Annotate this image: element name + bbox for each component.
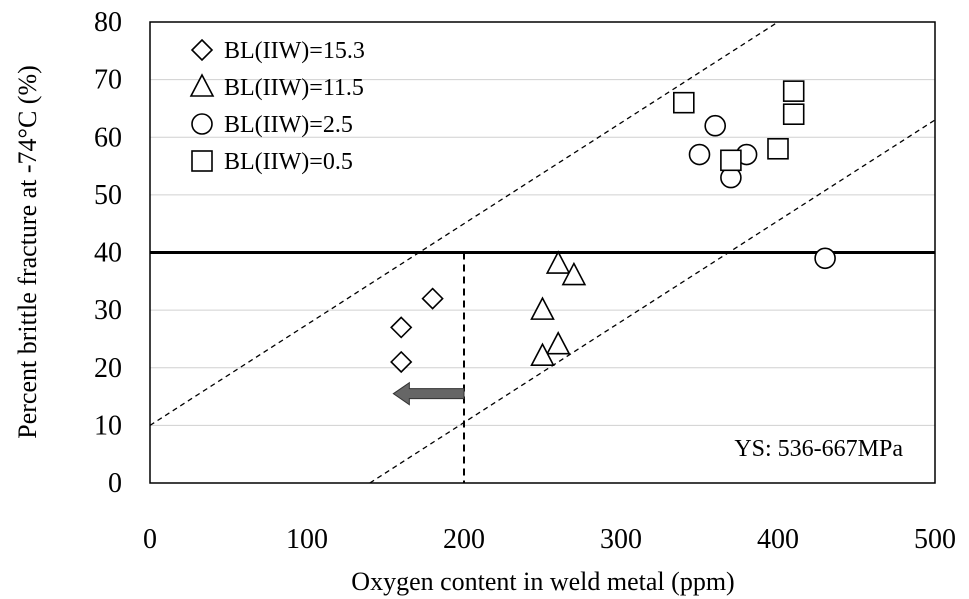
y-tick-label: 60 bbox=[94, 122, 122, 153]
plot-frame bbox=[149, 21, 936, 484]
data-point-triangle bbox=[561, 261, 587, 286]
y-tick-label: 0 bbox=[108, 468, 122, 499]
x-tick-label: 500 bbox=[914, 524, 956, 555]
x-axis-title: Oxygen content in weld metal (ppm) bbox=[351, 567, 734, 596]
x-tick-label: 200 bbox=[443, 524, 485, 555]
lower-band-line bbox=[369, 119, 935, 483]
legend-label: BL(IIW)=15.3 bbox=[224, 38, 365, 64]
data-point-diamond bbox=[421, 287, 444, 310]
x-tick-label: 0 bbox=[143, 524, 157, 555]
data-point-triangle bbox=[545, 250, 571, 274]
x-tick-label: 300 bbox=[600, 524, 642, 555]
data-point-square bbox=[767, 137, 789, 160]
y-tick-label: 50 bbox=[94, 180, 122, 211]
data-point-circle bbox=[814, 247, 836, 270]
y-tick-label: 20 bbox=[94, 353, 122, 384]
legend-label: BL(IIW)=11.5 bbox=[224, 75, 364, 101]
data-point-circle bbox=[704, 114, 727, 137]
y-tick-label: 70 bbox=[94, 65, 122, 96]
data-point-triangle bbox=[530, 342, 555, 367]
data-point-triangle bbox=[530, 296, 555, 320]
data-point-diamond bbox=[390, 316, 413, 339]
reference-lines bbox=[150, 22, 935, 483]
data-point-triangle bbox=[545, 330, 571, 355]
legend-marker-square bbox=[191, 150, 213, 172]
data-point-diamond bbox=[390, 350, 413, 374]
data-point-circle bbox=[688, 143, 711, 166]
legend: BL(IIW)=15.3 BL(IIW)=11.5 BL(IIW)=2.5 BL(II… bbox=[189, 38, 365, 175]
legend-marker-triangle bbox=[189, 73, 215, 97]
data-point-square bbox=[720, 149, 742, 172]
legend-marker-circle bbox=[191, 113, 213, 135]
direction-arrow bbox=[392, 381, 465, 406]
y-tick-label: 40 bbox=[94, 238, 122, 269]
x-tick-label: 400 bbox=[757, 524, 799, 555]
x-tick-label: 100 bbox=[286, 524, 328, 555]
y-tick-label: 80 bbox=[94, 7, 122, 38]
legend-label: BL(IIW)=2.5 bbox=[224, 112, 353, 138]
legend-marker-diamond bbox=[190, 38, 214, 62]
data-point-square bbox=[782, 103, 805, 125]
y-tick-label: 10 bbox=[94, 410, 122, 441]
labels: Oxygen content in weld metal (ppm) Perce… bbox=[13, 65, 903, 596]
data-markers bbox=[390, 80, 836, 374]
data-point-square bbox=[782, 80, 805, 102]
axes: 0 10 20 30 40 50 60 70 80 0 100 200 300 400 500 bbox=[94, 7, 956, 555]
data-point-square bbox=[672, 91, 695, 114]
y-tick-label: 30 bbox=[94, 295, 122, 326]
y-axis-title: Percent brittle fracture at -74°C (%) bbox=[13, 65, 42, 439]
upper-band-line bbox=[150, 22, 779, 426]
ys-annotation: YS: 536-667MPa bbox=[734, 436, 903, 462]
legend-label: BL(IIW)=0.5 bbox=[224, 149, 353, 175]
